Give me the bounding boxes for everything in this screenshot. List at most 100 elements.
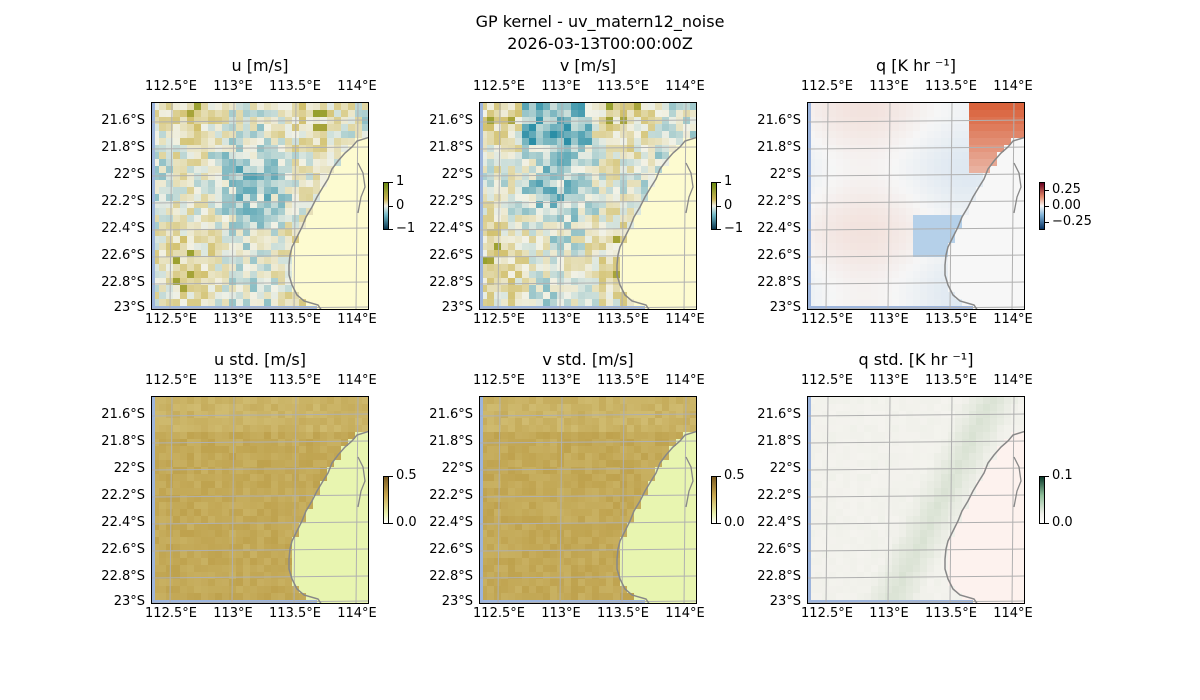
lat-tick: 22.8°S — [757, 569, 801, 584]
lat-tick: 21.6°S — [757, 407, 801, 422]
lon-tick-bottom: 114°E — [993, 312, 1033, 327]
colorbar-q — [1039, 182, 1045, 230]
lon-tick-bottom: 112.5°E — [473, 312, 525, 327]
lon-tick-top: 114°E — [665, 79, 705, 94]
lon-tick-top: 114°E — [993, 79, 1033, 94]
colorbar-tick-label: 0.5 — [724, 468, 745, 483]
colorbar-tick-label: 1 — [396, 174, 405, 189]
coastline — [288, 430, 368, 603]
lon-tick-top: 113°E — [869, 79, 909, 94]
colorbar-u — [383, 182, 389, 230]
lon-tick-bottom: 113.5°E — [597, 606, 649, 621]
lat-tick: 23°S — [769, 594, 801, 609]
lon-tick-top: 114°E — [337, 79, 377, 94]
lon-tick-bottom: 113°E — [541, 312, 581, 327]
lon-tick-top: 113.5°E — [269, 79, 321, 94]
lon-tick-top: 112.5°E — [801, 373, 853, 388]
colorbar-tick-label: 0.5 — [396, 468, 417, 483]
map-v[interactable] — [479, 102, 697, 310]
lon-tick-bottom: 114°E — [665, 312, 705, 327]
map-u[interactable] — [151, 102, 369, 310]
colorbar-tick-mark — [1045, 190, 1049, 191]
lon-tick-top: 113.5°E — [597, 79, 649, 94]
lon-tick-bottom: 113.5°E — [269, 312, 321, 327]
colorbar-tick-mark — [717, 182, 721, 183]
colorbar-tick-mark — [717, 229, 721, 230]
lat-tick: 21.6°S — [101, 407, 145, 422]
lon-tick-bottom: 114°E — [993, 606, 1033, 621]
map-field-u — [152, 103, 368, 309]
lon-tick-bottom: 112.5°E — [801, 606, 853, 621]
lon-tick-bottom: 113.5°E — [925, 606, 977, 621]
lat-tick: 22.8°S — [429, 275, 473, 290]
lon-tick-top: 113.5°E — [925, 79, 977, 94]
panel-title-qstd: q std. [K hr ⁻¹] — [858, 350, 974, 369]
lat-tick: 22°S — [113, 461, 145, 476]
panel-title-vstd: v std. [m/s] — [542, 350, 634, 369]
lat-tick: 22°S — [113, 167, 145, 182]
lat-tick: 23°S — [441, 300, 473, 315]
colorbar-tick-label: 0.00 — [1052, 198, 1081, 213]
colorbar-tick-mark — [1045, 206, 1049, 207]
lon-tick-top: 114°E — [993, 373, 1033, 388]
colorbar-tick-mark — [717, 206, 721, 207]
lat-tick: 22.6°S — [101, 542, 145, 557]
lon-tick-top: 112.5°E — [473, 373, 525, 388]
colorbar-tick-label: 0.1 — [1052, 468, 1073, 483]
lon-tick-bottom: 113°E — [541, 606, 581, 621]
lat-tick: 21.6°S — [101, 113, 145, 128]
lat-tick: 22.2°S — [101, 488, 145, 503]
colorbar-tick-label: 0.0 — [1052, 515, 1073, 530]
lat-tick: 21.8°S — [757, 434, 801, 449]
lon-tick-top: 113.5°E — [597, 373, 649, 388]
lon-tick-top: 114°E — [337, 373, 377, 388]
lat-tick: 22°S — [441, 167, 473, 182]
lat-tick: 22.8°S — [101, 569, 145, 584]
lat-tick: 23°S — [441, 594, 473, 609]
lon-tick-top: 113.5°E — [925, 373, 977, 388]
figure-title: GP kernel - uv_matern12_noise — [475, 12, 725, 31]
lat-tick: 22.8°S — [101, 275, 145, 290]
lat-tick: 23°S — [113, 594, 145, 609]
lat-tick: 22.2°S — [429, 488, 473, 503]
coastline — [288, 136, 368, 309]
lat-tick: 22.2°S — [757, 194, 801, 209]
panel-title-u: u [m/s] — [231, 56, 289, 75]
lat-tick: 21.6°S — [429, 407, 473, 422]
map-field-qstd — [808, 397, 1024, 603]
map-vstd[interactable] — [479, 396, 697, 604]
lon-tick-top: 112.5°E — [473, 79, 525, 94]
lon-tick-top: 114°E — [665, 373, 705, 388]
colorbar-tick-label: −1 — [396, 221, 416, 236]
lat-tick: 22°S — [769, 461, 801, 476]
colorbar-tick-mark — [717, 476, 721, 477]
lat-tick: 22.6°S — [757, 248, 801, 263]
colorbar-tick-mark — [389, 229, 393, 230]
lon-tick-bottom: 112.5°E — [801, 312, 853, 327]
colorbar-tick-label: 1 — [724, 174, 733, 189]
lat-tick: 22.8°S — [429, 569, 473, 584]
colorbar-vstd — [711, 476, 717, 524]
colorbar-tick-label: −0.25 — [1052, 214, 1092, 229]
lon-tick-top: 112.5°E — [145, 79, 197, 94]
map-q[interactable] — [807, 102, 1025, 310]
colorbar-tick-mark — [1045, 476, 1049, 477]
colorbar-tick-label: −1 — [724, 221, 744, 236]
lon-tick-bottom: 113.5°E — [597, 312, 649, 327]
lat-tick: 22.4°S — [101, 221, 145, 236]
colorbar-tick-label: 0.25 — [1052, 182, 1081, 197]
lat-tick: 22.6°S — [429, 248, 473, 263]
lon-tick-top: 113°E — [541, 79, 581, 94]
panel-title-q: q [K hr ⁻¹] — [876, 56, 956, 75]
map-qstd[interactable] — [807, 396, 1025, 604]
colorbar-tick-mark — [389, 182, 393, 183]
lon-tick-bottom: 114°E — [337, 606, 377, 621]
lat-tick: 22°S — [441, 461, 473, 476]
lat-tick: 22.4°S — [757, 221, 801, 236]
panel-title-v: v [m/s] — [559, 56, 617, 75]
lat-tick: 21.8°S — [757, 140, 801, 155]
colorbar-tick-label: 0 — [724, 198, 733, 213]
lon-tick-bottom: 114°E — [337, 312, 377, 327]
map-ustd[interactable] — [151, 396, 369, 604]
colorbar-tick-mark — [1045, 222, 1049, 223]
